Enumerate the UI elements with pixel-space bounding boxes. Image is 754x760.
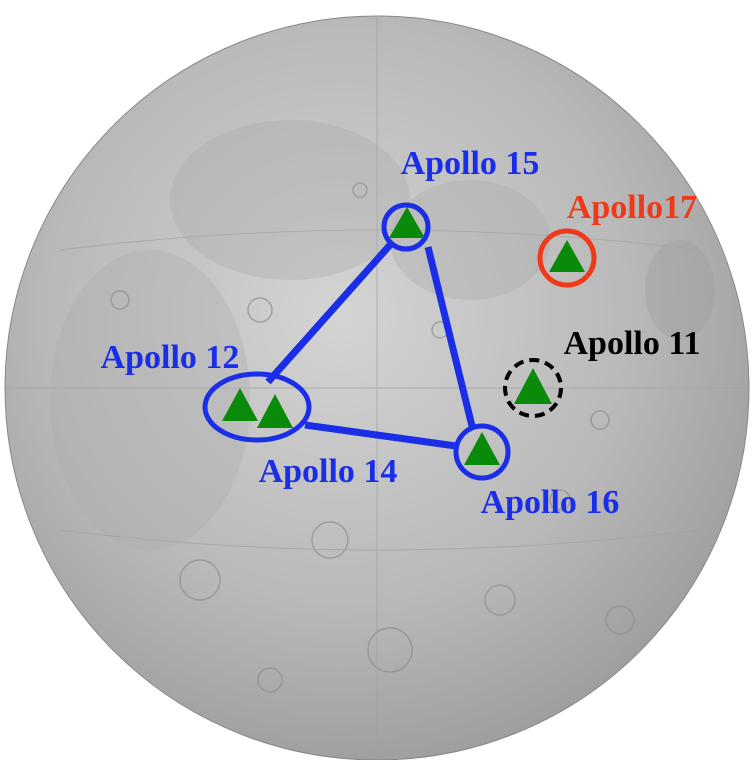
site-label: Apollo 16	[481, 484, 620, 521]
ring-apollo-12-14	[202, 371, 312, 443]
line-15-16	[424, 246, 476, 427]
site-label: Apollo 14	[259, 453, 398, 490]
line-14-16	[304, 421, 457, 450]
site-label: Apollo17	[567, 189, 697, 226]
site-label: Apollo 15	[401, 145, 540, 182]
site-marker	[222, 388, 258, 421]
ring-apollo-16	[453, 423, 511, 481]
line-12-15	[265, 242, 393, 385]
site-marker	[464, 432, 500, 465]
site-label: Apollo 12	[101, 339, 240, 376]
ring-apollo-11	[503, 358, 563, 418]
ring-apollo-15	[381, 202, 431, 252]
site-marker	[257, 394, 293, 428]
ring-apollo-17	[537, 228, 597, 288]
site-marker	[549, 240, 585, 272]
site-marker	[514, 368, 552, 404]
site-marker	[389, 207, 425, 238]
connection-lines	[265, 242, 476, 450]
site-label: Apollo 11	[564, 325, 701, 362]
moon-texture	[5, 16, 749, 760]
